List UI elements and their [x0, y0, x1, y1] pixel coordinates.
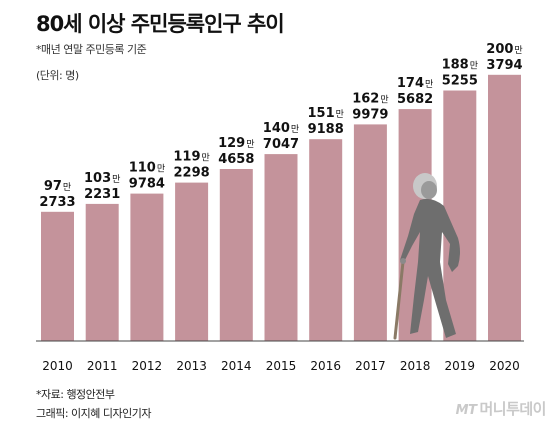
bar-2014 — [219, 169, 253, 341]
source-note: *자료: 행정안전부 — [36, 388, 115, 401]
data-label-top-2018: 174만 — [397, 76, 433, 91]
graphic-credit: 그래픽: 이지혜 디자인기자 — [36, 407, 152, 420]
chart-title: 80세 이상 주민등록인구 추이 — [36, 12, 285, 36]
data-label-top-2011: 103만 — [84, 171, 120, 186]
data-label-bottom-2014: 4658 — [218, 152, 254, 167]
data-label-top-2016: 151만 — [307, 106, 343, 121]
data-label-top-2015: 140만 — [263, 121, 299, 136]
data-label-top-2010: 97만 — [44, 179, 71, 194]
bar-2020 — [488, 74, 521, 342]
data-label-top-2014: 129만 — [218, 136, 254, 151]
data-label-top-2019: 188만 — [442, 58, 478, 73]
bar-2015 — [264, 154, 298, 341]
x-tick-2018: 2018 — [400, 359, 431, 373]
x-tick-2019: 2019 — [445, 359, 476, 373]
data-label-bottom-2016: 9188 — [308, 122, 344, 137]
data-label-bottom-2017: 9979 — [352, 107, 388, 122]
elderly-person-with-cane-icon — [393, 173, 460, 340]
x-tick-2010: 2010 — [42, 359, 73, 373]
bar-2013 — [175, 182, 209, 341]
chart-subtitle: *매년 연말 주민등록 기준 — [36, 43, 147, 56]
x-tick-2014: 2014 — [221, 359, 252, 373]
x-tick-2020: 2020 — [489, 359, 520, 373]
logo-name: 머니투데이 — [479, 400, 546, 418]
x-tick-2012: 2012 — [132, 359, 163, 373]
x-tick-2016: 2016 — [310, 359, 341, 373]
data-label-top-2013: 119만 — [173, 150, 209, 165]
data-label-bottom-2010: 2733 — [39, 195, 75, 210]
bars-group — [41, 74, 521, 342]
x-tick-2015: 2015 — [266, 359, 297, 373]
data-label-bottom-2011: 2231 — [84, 187, 120, 202]
unit-label: (단위: 명) — [36, 69, 79, 82]
data-label-top-2020: 200만 — [486, 42, 522, 57]
x-tick-2017: 2017 — [355, 359, 386, 373]
data-label-top-2017: 162만 — [352, 91, 388, 106]
publisher-logo: MT 머니투데이 — [455, 398, 547, 419]
data-label-bottom-2020: 3794 — [486, 58, 522, 73]
x-tick-2013: 2013 — [176, 359, 207, 373]
bar-2017 — [353, 124, 387, 342]
logo-mt: MT — [455, 403, 477, 418]
x-tick-labels-group: 2010 2011 2012 2013 2014 2015 2016 2017 2018 2019… — [42, 359, 520, 373]
x-tick-2011: 2011 — [87, 359, 118, 373]
data-label-bottom-2018: 5682 — [397, 92, 433, 107]
data-label-top-2012: 110만 — [129, 161, 165, 176]
data-label-bottom-2013: 2298 — [174, 166, 210, 181]
data-label-bottom-2015: 7047 — [263, 137, 299, 152]
data-label-bottom-2012: 9784 — [129, 177, 165, 192]
bar-2011 — [85, 203, 119, 341]
bar-2012 — [130, 193, 164, 341]
bar-2010 — [41, 211, 74, 341]
data-label-bottom-2019: 5255 — [442, 74, 478, 89]
bar-2016 — [309, 139, 343, 341]
bar-2019 — [443, 90, 477, 341]
